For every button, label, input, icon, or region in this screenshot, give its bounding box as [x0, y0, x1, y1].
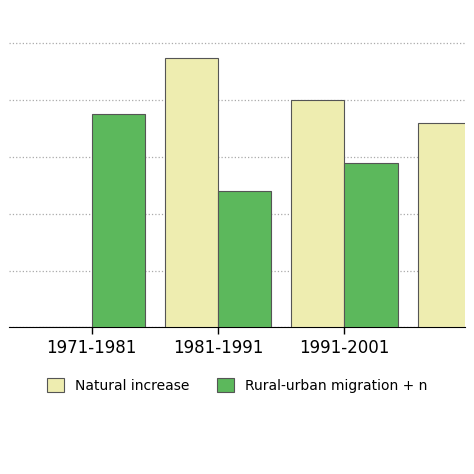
- Bar: [418, 123, 471, 328]
- Legend: Natural increase, Rural-urban migration + n: Natural increase, Rural-urban migration …: [41, 373, 433, 399]
- Bar: [345, 163, 398, 328]
- Bar: [471, 151, 474, 328]
- Bar: [165, 57, 218, 328]
- Bar: [218, 191, 271, 328]
- Bar: [91, 114, 145, 328]
- Bar: [292, 100, 345, 328]
